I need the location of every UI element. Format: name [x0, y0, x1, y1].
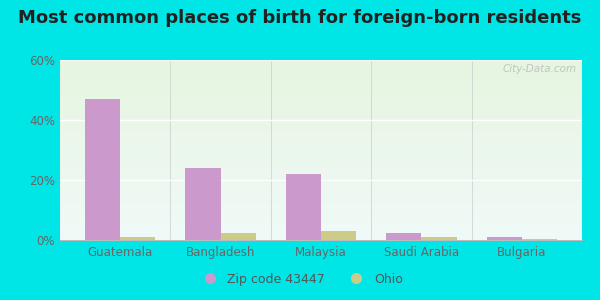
Bar — [386, 232, 421, 240]
Text: Most common places of birth for foreign-born residents: Most common places of birth for foreign-… — [19, 9, 581, 27]
Text: City-Data.com: City-Data.com — [503, 64, 577, 74]
Bar — [185, 168, 221, 240]
Bar — [522, 238, 557, 240]
Bar — [120, 237, 155, 240]
Bar — [421, 237, 457, 240]
Bar — [221, 232, 256, 240]
Bar — [321, 231, 356, 240]
Bar — [286, 174, 321, 240]
Bar — [487, 237, 522, 240]
Legend: Zip code 43447, Ohio: Zip code 43447, Ohio — [193, 268, 407, 291]
Bar — [85, 99, 120, 240]
